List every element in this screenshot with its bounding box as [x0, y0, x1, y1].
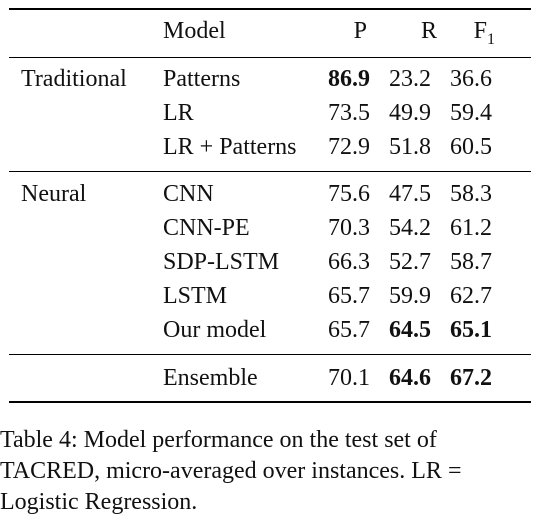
precision-value: 73.5: [328, 100, 370, 126]
table-row: Traditional Patterns 86.9 23.2 36.6: [0, 62, 553, 96]
recall-value: 64.6: [389, 365, 431, 391]
f1-value: 67.2: [450, 365, 492, 391]
model-name: CNN: [163, 181, 214, 207]
model-name: LR + Patterns: [163, 134, 297, 160]
table-header-row: Model P R F1: [0, 14, 553, 48]
recall-value: 59.9: [389, 283, 431, 309]
table-row: Ensemble 70.1 64.6 67.2: [0, 361, 553, 395]
recall-value: 64.5: [389, 317, 431, 343]
recall-value: 49.9: [389, 100, 431, 126]
table-row: LSTM 65.7 59.9 62.7: [0, 279, 553, 313]
recall-value: 54.2: [389, 215, 431, 241]
f1-value: 58.3: [450, 181, 492, 207]
model-name: Our model: [163, 317, 267, 343]
recall-value: 51.8: [389, 134, 431, 160]
table-row: CNN-PE 70.3 54.2 61.2: [0, 211, 553, 245]
f1-value: 62.7: [450, 283, 492, 309]
ensemble-separator-rule: [9, 354, 531, 355]
f1-value: 60.5: [450, 134, 492, 160]
f1-value: 61.2: [450, 215, 492, 241]
table-row: LR + Patterns 72.9 51.8 60.5: [0, 130, 553, 164]
header-f1-letter: F: [473, 18, 487, 44]
model-name: Patterns: [163, 66, 241, 92]
f1-value: 58.7: [450, 249, 492, 275]
table-bottom-rule: [9, 401, 531, 403]
precision-value: 65.7: [328, 317, 370, 343]
table-row: LR 73.5 49.9 59.4: [0, 96, 553, 130]
header-rule: [9, 57, 531, 58]
caption-line: TACRED, micro-averaged over instances. L…: [0, 458, 462, 484]
header-model: Model: [163, 18, 226, 44]
header-f1: F1: [474, 14, 495, 57]
f1-value: 65.1: [450, 317, 492, 343]
model-name: SDP-LSTM: [163, 249, 280, 275]
precision-value: 70.1: [328, 365, 370, 391]
model-name: LR: [163, 100, 194, 126]
table-caption: Table 4: Model performance on the test s…: [0, 425, 549, 518]
f1-value: 36.6: [450, 66, 492, 92]
header-f1-subscript: 1: [487, 30, 495, 48]
caption-line: Table 4: Model performance on the test s…: [0, 427, 437, 453]
table-row: SDP-LSTM 66.3 52.7 58.7: [0, 245, 553, 279]
precision-value: 66.3: [328, 249, 370, 275]
header-precision: P: [353, 18, 367, 44]
precision-value: 72.9: [328, 134, 370, 160]
table-top-rule: [9, 8, 531, 10]
model-name: CNN-PE: [163, 215, 250, 241]
f1-value: 59.4: [450, 100, 492, 126]
precision-value: 70.3: [328, 215, 370, 241]
model-name: LSTM: [163, 283, 228, 309]
model-name: Ensemble: [163, 365, 258, 391]
caption-line: Logistic Regression.: [0, 489, 198, 515]
precision-value: 75.6: [328, 181, 370, 207]
group-separator-rule: [9, 171, 531, 172]
group-label-neural: Neural: [21, 181, 87, 207]
recall-value: 23.2: [389, 66, 431, 92]
precision-value: 86.9: [328, 66, 370, 92]
table-row: Neural CNN 75.6 47.5 58.3: [0, 177, 553, 211]
header-recall: R: [420, 18, 437, 44]
table-row: Our model 65.7 64.5 65.1: [0, 313, 553, 347]
precision-value: 65.7: [328, 283, 370, 309]
recall-value: 52.7: [389, 249, 431, 275]
recall-value: 47.5: [389, 181, 431, 207]
group-label-traditional: Traditional: [21, 66, 127, 92]
